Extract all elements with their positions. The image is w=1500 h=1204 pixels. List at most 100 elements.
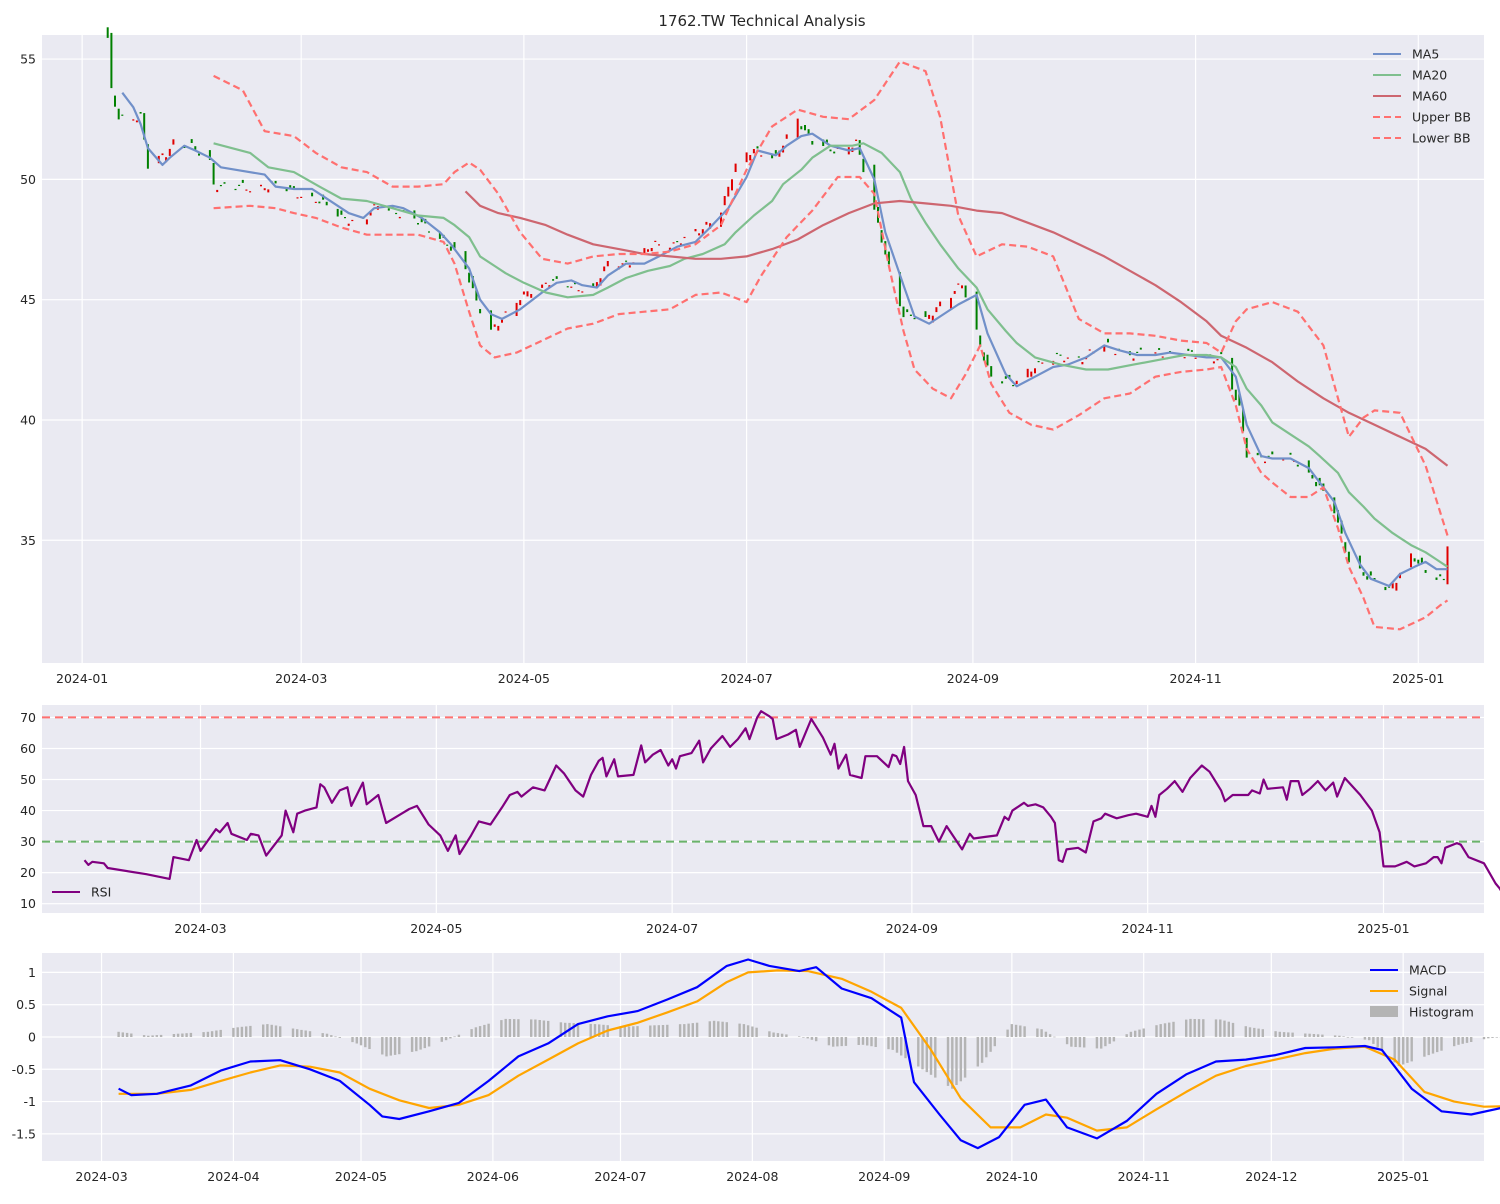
histogram-bar	[279, 1026, 281, 1037]
candle	[140, 112, 142, 114]
histogram-bar	[517, 1019, 519, 1037]
candle	[348, 224, 350, 226]
histogram-bar	[687, 1024, 689, 1037]
histogram-bar	[1496, 1037, 1498, 1038]
candle	[516, 303, 518, 316]
candle	[1107, 339, 1109, 343]
candle	[1443, 579, 1445, 580]
candle	[990, 366, 992, 377]
candle	[1060, 355, 1062, 356]
candle	[169, 149, 171, 156]
candle	[465, 251, 467, 269]
histogram-bar	[1291, 1033, 1293, 1037]
candle	[388, 208, 390, 210]
candle	[1257, 453, 1259, 455]
candle	[1067, 358, 1069, 359]
histogram-bar	[662, 1025, 664, 1037]
histogram-bar	[1049, 1034, 1051, 1037]
candle	[494, 324, 496, 326]
y-tick-label: 1	[28, 965, 36, 980]
candle	[121, 115, 123, 116]
histogram-bar	[1130, 1032, 1132, 1037]
candle	[746, 152, 748, 162]
candle	[1264, 462, 1266, 464]
y-tick-label: 10	[20, 896, 36, 911]
candle	[235, 189, 237, 190]
histogram-bar	[624, 1027, 626, 1037]
histogram-bar	[628, 1027, 630, 1038]
candle	[479, 309, 481, 313]
candle	[797, 119, 799, 138]
histogram-bar	[917, 1037, 919, 1067]
histogram-bar	[220, 1030, 222, 1037]
histogram-bar	[1006, 1030, 1008, 1037]
y-tick-label: 0	[28, 1029, 36, 1044]
histogram-bar	[126, 1033, 128, 1037]
histogram-bar	[632, 1026, 634, 1037]
histogram-bar	[1274, 1031, 1276, 1037]
histogram-bar	[896, 1037, 898, 1053]
histogram-bar	[1164, 1023, 1166, 1037]
histogram-bar	[1202, 1019, 1204, 1037]
candle	[724, 196, 726, 205]
histogram-bar	[1377, 1037, 1379, 1048]
histogram-bar	[781, 1034, 783, 1037]
x-tick-label: 2024-11	[1122, 921, 1174, 936]
y-tick-label: -0.5	[12, 1062, 36, 1077]
histogram-bar	[951, 1037, 953, 1089]
candle	[705, 222, 707, 225]
histogram-bar	[428, 1037, 430, 1047]
candle	[300, 197, 302, 198]
histogram-bar	[836, 1037, 838, 1046]
histogram-bar	[866, 1037, 868, 1046]
candle	[428, 231, 430, 232]
histogram-bar	[1215, 1019, 1217, 1037]
candle	[1363, 572, 1365, 576]
histogram-bar	[547, 1021, 549, 1037]
candle	[326, 202, 328, 206]
histogram-bar	[717, 1021, 719, 1037]
histogram-bar	[1245, 1026, 1247, 1037]
histogram-bar	[892, 1037, 894, 1050]
histogram-bar	[1279, 1032, 1281, 1037]
histogram-bar	[815, 1037, 817, 1041]
candle	[351, 220, 353, 221]
histogram-bar	[215, 1031, 217, 1038]
histogram-bar	[1189, 1019, 1191, 1037]
histogram-bar	[173, 1034, 175, 1037]
candle	[1136, 352, 1138, 353]
x-tick-label: 2024-11	[1169, 671, 1221, 686]
candle	[1297, 465, 1299, 467]
histogram-bar	[1342, 1036, 1344, 1037]
histogram-bar	[798, 1036, 800, 1037]
candle	[395, 213, 397, 214]
histogram-bar	[539, 1020, 541, 1037]
histogram-bar	[679, 1024, 681, 1037]
candle	[676, 241, 678, 242]
candle	[749, 155, 751, 160]
histogram-bar	[475, 1027, 477, 1037]
histogram-bar	[755, 1028, 757, 1037]
histogram-bar	[1168, 1023, 1170, 1037]
candle	[786, 134, 788, 138]
candle	[541, 285, 543, 288]
histogram-bar	[117, 1032, 119, 1037]
candle	[903, 307, 905, 318]
histogram-bar	[1402, 1037, 1404, 1065]
histogram-bar	[1053, 1037, 1055, 1038]
candle	[1439, 574, 1441, 576]
candle	[1410, 553, 1412, 567]
histogram-bar	[832, 1037, 834, 1047]
histogram-bar	[713, 1021, 715, 1037]
candle	[264, 188, 266, 190]
candle	[1195, 358, 1197, 359]
candle	[914, 318, 916, 319]
histogram-bar	[262, 1025, 264, 1038]
histogram-bar	[960, 1037, 962, 1081]
legend-label: Signal	[1409, 984, 1447, 999]
histogram-bar	[505, 1019, 507, 1037]
histogram-bar	[300, 1030, 302, 1037]
x-tick-label: 2024-04	[207, 1169, 259, 1184]
histogram-bar	[1487, 1037, 1489, 1038]
candle	[735, 164, 737, 172]
